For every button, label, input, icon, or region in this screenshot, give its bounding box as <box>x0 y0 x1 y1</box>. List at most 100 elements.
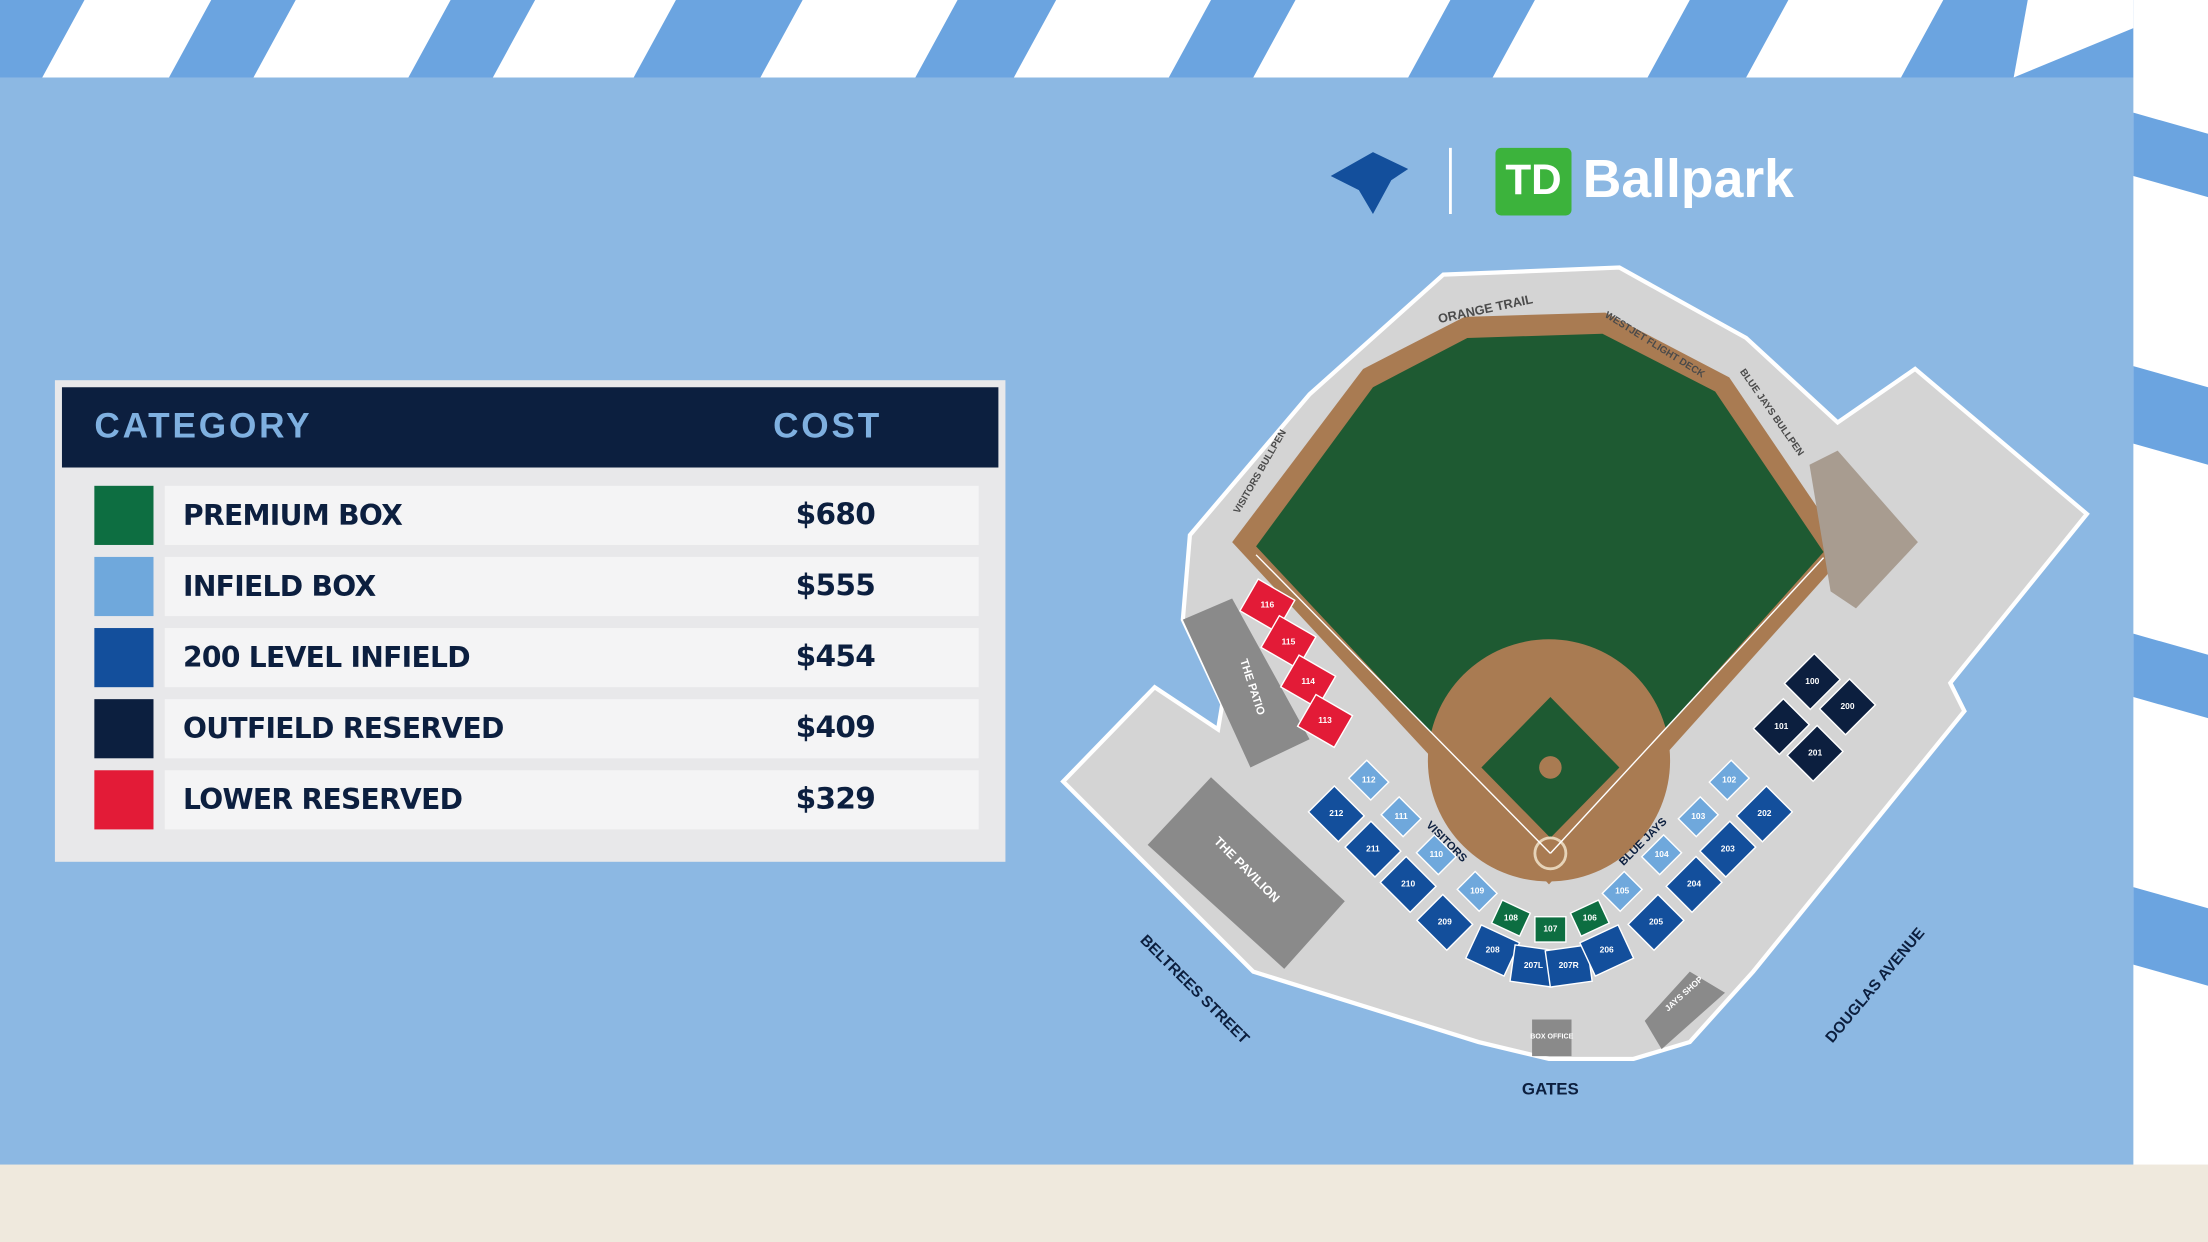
jays-shop <box>1644 971 1725 1050</box>
patio <box>1182 598 1310 768</box>
section <box>1786 724 1844 783</box>
section-label: 207R <box>1559 960 1579 970</box>
section-label: 200 <box>1840 701 1854 711</box>
pavilion <box>1147 777 1345 969</box>
section-label: 205 <box>1649 917 1663 927</box>
category-name: OUTFIELD RESERVED <box>183 712 504 745</box>
section <box>1456 870 1499 913</box>
price-table: CATEGORY COST PREMIUM BOX $680 INFIELD BOX… <box>54 380 1006 862</box>
top-stripes <box>42 0 2134 78</box>
category-cost: $329 <box>796 781 875 815</box>
section <box>1279 654 1337 709</box>
foul-line <box>1255 554 1551 854</box>
section-label: 108 <box>1504 912 1518 922</box>
section <box>1627 893 1685 952</box>
swatch <box>94 485 154 545</box>
section <box>1344 820 1402 878</box>
section-label: 210 <box>1401 879 1415 889</box>
td-logo-box <box>1495 147 1572 216</box>
category-name: PREMIUM BOX <box>183 499 403 532</box>
table-header <box>61 387 999 468</box>
section <box>1818 678 1877 736</box>
section <box>1534 916 1567 943</box>
section <box>1415 833 1458 876</box>
section <box>1752 697 1811 756</box>
category-name: INFIELD BOX <box>183 570 376 603</box>
section-label: 102 <box>1722 774 1736 784</box>
swatch <box>94 699 154 759</box>
section-label: 110 <box>1430 849 1444 859</box>
section-label: 203 <box>1721 843 1735 853</box>
ballpark-logo: Ballpark <box>1583 150 1794 209</box>
section-label: 100 <box>1805 676 1819 686</box>
row-background <box>164 485 979 545</box>
jays-logo <box>1330 152 1409 215</box>
section-label: 212 <box>1329 808 1343 818</box>
section <box>1260 614 1317 670</box>
section-label: 115 <box>1282 636 1296 646</box>
swatch <box>94 628 154 688</box>
swatch <box>94 770 154 830</box>
section-label: 112 <box>1362 774 1376 784</box>
bullpen-area <box>1809 450 1918 609</box>
section-label: 103 <box>1691 811 1705 821</box>
category-cost: $555 <box>796 568 875 602</box>
swatch <box>94 556 154 617</box>
section <box>1307 785 1366 843</box>
brand: TD Ballpark <box>1330 147 1794 216</box>
section <box>1735 785 1794 843</box>
row-background <box>164 699 979 759</box>
category-name: LOWER RESERVED <box>183 783 462 816</box>
section <box>1698 820 1757 878</box>
place-label: GATES <box>1522 1079 1579 1098</box>
footer-band <box>0 1164 2208 1242</box>
section-label: 113 <box>1318 715 1332 725</box>
section-label: 101 <box>1774 721 1788 731</box>
section <box>1464 924 1521 977</box>
section <box>1677 795 1720 838</box>
section <box>1415 893 1474 952</box>
section-label: 104 <box>1655 849 1669 859</box>
section <box>1708 759 1751 802</box>
mound <box>1539 756 1562 779</box>
section-label: 109 <box>1470 886 1484 896</box>
header-category: CATEGORY <box>94 406 312 445</box>
section-label: 107 <box>1543 924 1557 934</box>
section <box>1578 924 1635 977</box>
row-background <box>164 556 979 617</box>
section <box>1379 855 1438 914</box>
section-label: 202 <box>1757 808 1771 818</box>
section-label: 209 <box>1438 917 1452 927</box>
section-label: 206 <box>1600 945 1614 955</box>
box-office <box>1532 1019 1572 1057</box>
category-name: 200 LEVEL INFIELD <box>183 641 470 674</box>
section-label: 106 <box>1583 912 1597 922</box>
category-cost: $680 <box>796 497 876 531</box>
section-label: 201 <box>1808 748 1822 758</box>
section-label: 111 <box>1395 811 1408 821</box>
right-stripes <box>2133 112 2208 986</box>
section <box>1380 795 1423 838</box>
section-label: 105 <box>1615 886 1629 896</box>
section <box>1665 855 1723 914</box>
category-cost: $409 <box>796 710 875 744</box>
section-label: 211 <box>1366 843 1380 853</box>
section-label: 208 <box>1486 945 1500 955</box>
right-band <box>2133 0 2208 1242</box>
section <box>1640 833 1683 876</box>
section <box>1783 652 1842 711</box>
section-label: 116 <box>1261 600 1275 610</box>
category-cost: $454 <box>796 639 876 673</box>
section <box>1490 899 1532 938</box>
section <box>1347 759 1390 802</box>
section-label: 207L <box>1524 960 1543 970</box>
row-background <box>164 628 979 688</box>
td-logo: TD <box>1505 156 1561 203</box>
place-label: BOX OFFICE <box>1530 1033 1573 1040</box>
header-cost: COST <box>773 406 882 445</box>
outfield-grass <box>1256 333 1824 859</box>
row-background <box>164 770 979 830</box>
foul-line <box>1549 557 1825 854</box>
